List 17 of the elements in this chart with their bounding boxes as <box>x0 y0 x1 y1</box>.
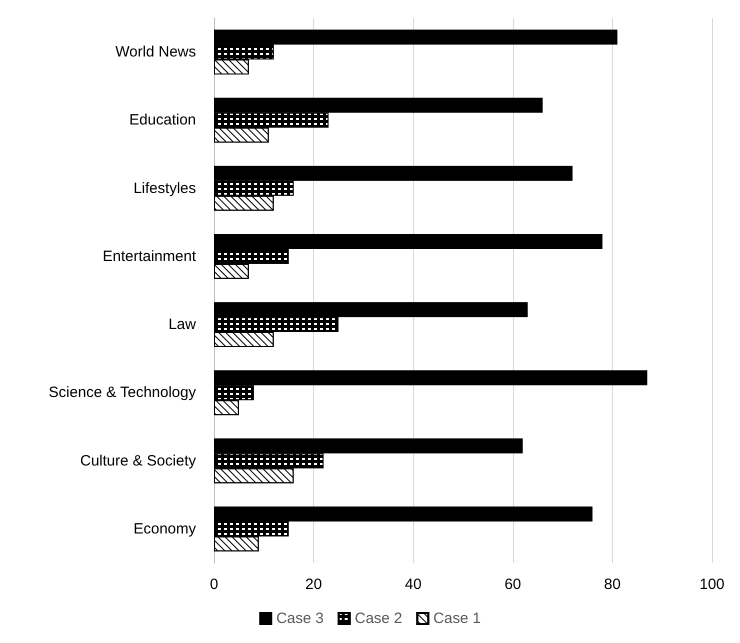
y-tick-label: Economy <box>133 520 196 538</box>
y-tick-label: Culture & Society <box>80 452 196 470</box>
legend-label: Case 1 <box>433 610 481 627</box>
x-tick-label: 100 <box>699 576 725 593</box>
y-tick-label: World News <box>115 44 196 61</box>
legend-label: Case 2 <box>354 610 402 627</box>
y-tick-label: Education <box>129 112 196 129</box>
y-tick-label: Entertainment <box>102 248 197 265</box>
x-tick-label: 20 <box>305 576 322 593</box>
y-tick-label: Law <box>168 316 196 334</box>
x-tick-label: 60 <box>504 576 522 593</box>
x-tick-label: 80 <box>604 576 621 593</box>
legend-label: Case 3 <box>276 610 324 627</box>
x-tick-label: 40 <box>404 576 422 593</box>
x-tick-label: 0 <box>210 576 218 593</box>
y-tick-label: Lifestyles <box>133 180 196 197</box>
y-tick-label: Science & Technology <box>48 384 196 402</box>
